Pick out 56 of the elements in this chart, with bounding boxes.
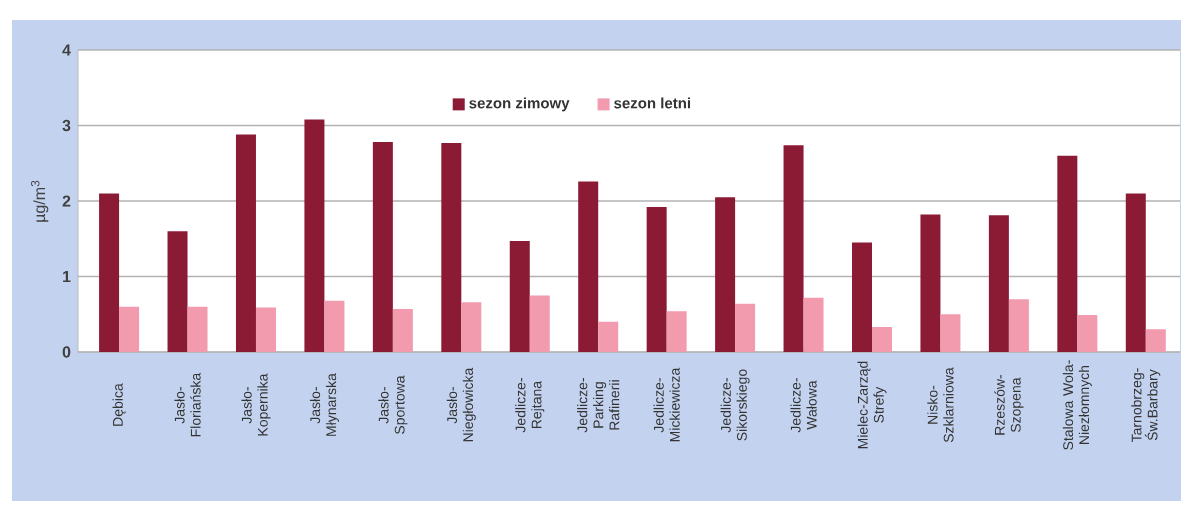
bar bbox=[392, 308, 413, 352]
bar bbox=[646, 207, 667, 352]
x-tick-label: Jedlicze-Sikorskiego bbox=[720, 369, 750, 441]
x-tick-label: Jasło-Kopernika bbox=[241, 373, 271, 436]
y-tick-label: 2 bbox=[62, 195, 71, 207]
y-tick-label: 3 bbox=[62, 119, 71, 132]
y-tick-label: 1 bbox=[63, 271, 71, 283]
bar bbox=[304, 119, 325, 352]
bar bbox=[119, 306, 140, 352]
x-tick-label: Dębica bbox=[112, 383, 126, 426]
bar bbox=[441, 142, 462, 352]
bar bbox=[1008, 299, 1029, 352]
x-tick-label: Tarnobrzeg-Św.Barbary bbox=[1131, 368, 1161, 443]
x-tick-label: Jasło-Niegłowicka bbox=[446, 367, 476, 442]
bar bbox=[187, 306, 208, 352]
bar bbox=[783, 145, 804, 352]
y-tick-label: 4 bbox=[62, 44, 71, 56]
x-tick-label: Mielec-Zarząd Strefy bbox=[857, 361, 887, 449]
bar bbox=[920, 214, 941, 352]
bar bbox=[872, 327, 892, 352]
y-tick-label: 0 bbox=[62, 346, 71, 358]
bar bbox=[167, 231, 188, 352]
legend-label: sezon letni bbox=[614, 97, 691, 109]
bar bbox=[598, 321, 619, 352]
x-tick-label: Jedlicze-Parking Rafinerii bbox=[577, 378, 620, 433]
bar bbox=[1145, 329, 1166, 352]
x-tick-label: Stalowa Wola-Niezłomnych bbox=[1062, 360, 1092, 450]
bar bbox=[578, 181, 599, 352]
x-tick-label: Jedlicze-Mickiewicza bbox=[653, 367, 680, 442]
x-tick-label: Jasło-Młynarska bbox=[309, 373, 339, 436]
bar bbox=[666, 311, 687, 352]
bar bbox=[735, 303, 756, 352]
x-tick-label: Nisko-Szklarniowa bbox=[927, 367, 954, 443]
bar bbox=[324, 300, 345, 352]
x-tick-label: Jasło-Sportowa bbox=[378, 375, 408, 435]
x-tick-label: Jedlicze-Wałowa bbox=[790, 378, 817, 433]
bar bbox=[940, 314, 961, 352]
bar bbox=[255, 307, 276, 352]
bar bbox=[509, 241, 530, 352]
bar bbox=[1125, 193, 1146, 352]
bar bbox=[529, 295, 550, 352]
x-tick-label: Rzeszów-Szopena bbox=[994, 374, 1024, 435]
bar bbox=[803, 297, 824, 352]
bar bbox=[715, 197, 736, 352]
bar bbox=[988, 215, 1009, 352]
y-axis-title: µg/m$^{3}$ bbox=[30, 180, 49, 222]
x-tick-label: Jasło-Floriańska bbox=[174, 372, 201, 437]
bar bbox=[461, 302, 482, 352]
x-tick-label: Jedlicze-Rejtana bbox=[515, 378, 545, 433]
legend-label: sezon zimowy bbox=[469, 97, 570, 112]
bar bbox=[1057, 155, 1078, 352]
bar bbox=[852, 242, 872, 352]
bar bbox=[235, 134, 256, 352]
bar bbox=[99, 193, 120, 352]
bar bbox=[372, 142, 393, 352]
bar bbox=[1077, 315, 1098, 352]
